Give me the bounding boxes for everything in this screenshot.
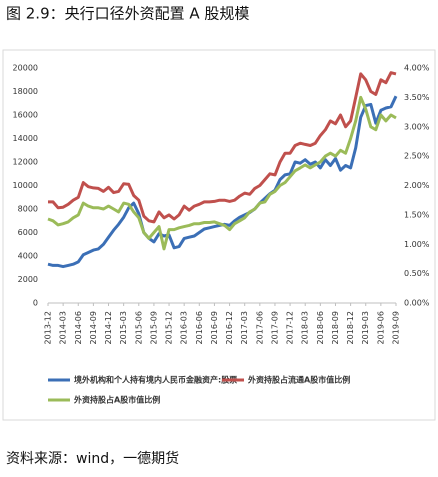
x-tick-label: 2018-06 <box>316 311 325 344</box>
y-tick-label: 16000 <box>13 111 38 120</box>
y-tick-label: 2000 <box>18 275 38 284</box>
x-tick-label: 2019-09 <box>392 311 401 344</box>
y-tick-label: 10000 <box>13 181 38 190</box>
y2-tick-label: 1.00% <box>404 240 430 249</box>
x-tick-label: 2015-09 <box>149 311 158 344</box>
y2-tick-label: 1.50% <box>404 210 430 219</box>
x-tick-label: 2016-06 <box>195 311 204 344</box>
x-tick-label: 2015-03 <box>119 311 128 344</box>
source-note: 资料来源：wind，一德期货 <box>6 450 179 467</box>
x-tick-label: 2013-12 <box>44 311 53 344</box>
y2-tick-label: 2.50% <box>404 152 430 161</box>
legend-label: 外资持股占流通A股市值比例 <box>248 375 350 385</box>
y2-tick-label: 4.00% <box>404 64 430 73</box>
series-line <box>48 71 397 224</box>
legend-label: 境外机构和个人持有境内人民币金融资产:股票 <box>74 375 237 385</box>
x-tick-label: 2017-03 <box>240 311 249 344</box>
x-tick-label: 2015-06 <box>134 311 143 344</box>
x-tick-label: 2014-09 <box>89 311 98 344</box>
x-tick-label: 2015-12 <box>165 311 174 344</box>
x-tick-label: 2016-03 <box>180 311 189 344</box>
y-tick-label: 4000 <box>18 252 38 261</box>
y-tick-label: 12000 <box>13 158 38 167</box>
y-tick-label: 14000 <box>13 134 38 143</box>
y-tick-label: 6000 <box>18 228 38 237</box>
y2-tick-label: 3.00% <box>404 122 430 131</box>
y-tick-label: 18000 <box>13 87 38 96</box>
y-tick-label: 20000 <box>13 64 38 73</box>
x-tick-label: 2019-06 <box>376 311 385 344</box>
y2-tick-label: 0.00% <box>404 299 430 308</box>
x-tick-label: 2014-06 <box>74 311 83 344</box>
y2-tick-label: 3.50% <box>404 93 430 102</box>
x-tick-label: 2016-09 <box>210 311 219 344</box>
legend-label: 外资持股占A股市值比例 <box>74 395 160 405</box>
x-tick-label: 2014-03 <box>59 311 68 344</box>
x-tick-label: 2018-12 <box>346 311 355 344</box>
x-tick-label: 2017-09 <box>270 311 279 344</box>
chart-frame <box>2 49 436 421</box>
x-tick-label: 2017-06 <box>255 311 264 344</box>
x-tick-label: 2016-12 <box>225 311 234 344</box>
series-line <box>47 95 397 251</box>
x-tick-label: 2017-12 <box>286 311 295 344</box>
y-tick-label: 8000 <box>18 205 38 214</box>
y2-tick-label: 0.50% <box>404 269 430 278</box>
y2-tick-label: 2.00% <box>404 181 430 190</box>
x-tick-label: 2014-12 <box>104 311 113 344</box>
chart-title: 图 2.9：央行口径外资配置 A 股规模 <box>6 5 249 23</box>
x-tick-label: 2019-03 <box>361 311 370 344</box>
x-tick-label: 2018-03 <box>301 311 310 344</box>
y-tick-label: 0 <box>33 299 38 308</box>
x-tick-label: 2018-09 <box>331 311 340 344</box>
